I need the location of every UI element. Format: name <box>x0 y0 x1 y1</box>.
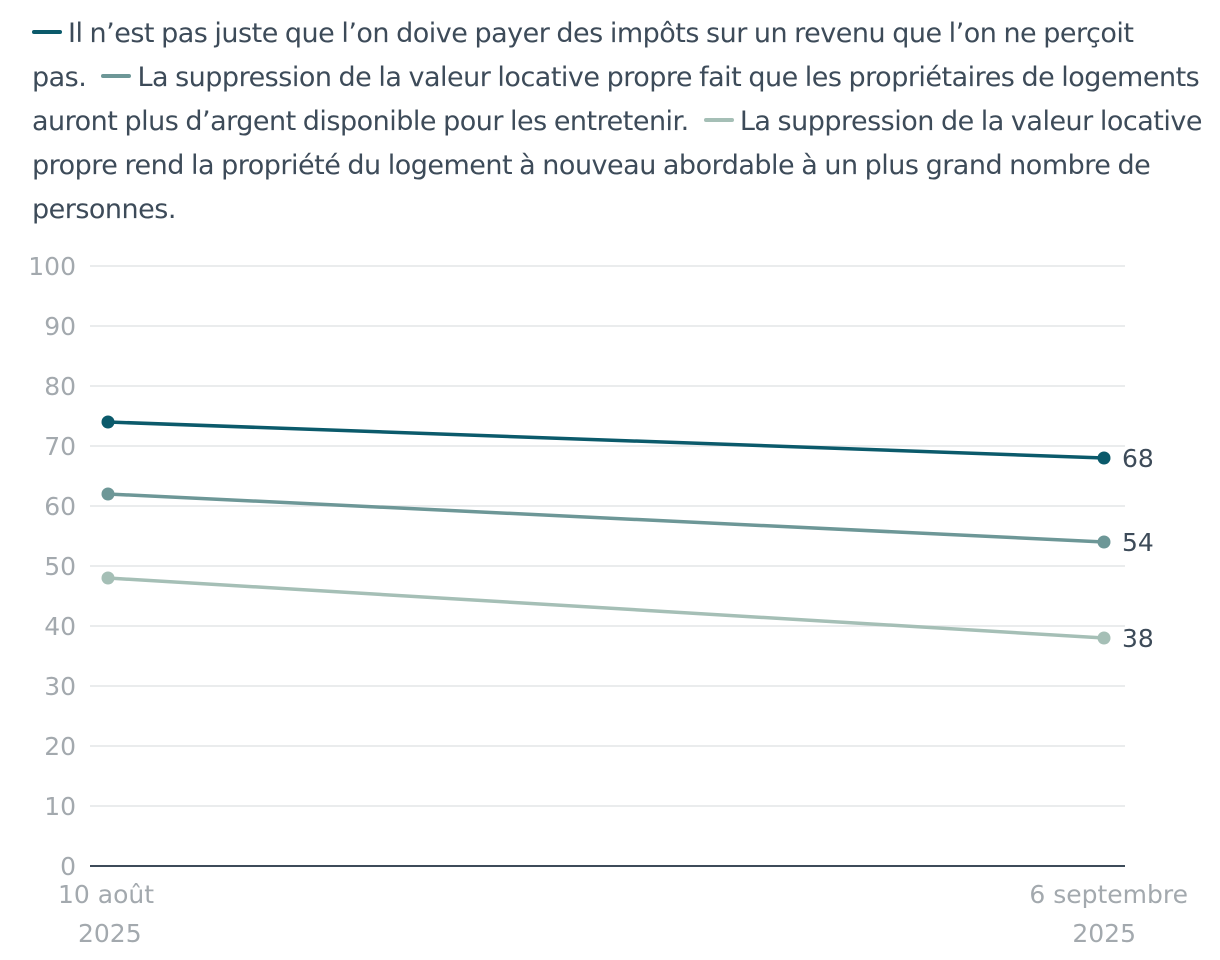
series-line-3 <box>107 576 1105 640</box>
y-tick-label: 70 <box>44 432 76 461</box>
y-tick-label: 90 <box>44 312 76 341</box>
series-line-2 <box>107 492 1105 544</box>
y-tick-label: 40 <box>44 612 76 641</box>
y-axis-ticks: 0 10 20 30 40 50 60 70 80 90 100 <box>28 252 76 881</box>
end-value-label-series-3: 38 <box>1122 624 1154 653</box>
y-tick-label: 50 <box>44 552 76 581</box>
y-tick-label: 100 <box>28 252 76 281</box>
legend-swatch-series-3 <box>703 117 734 122</box>
series-group: 68 54 38 <box>101 415 1154 653</box>
chart-legend: Il n’est pas juste que l’on doive payer … <box>32 12 1202 232</box>
y-tick-label: 10 <box>44 792 76 821</box>
y-tick-label: 60 <box>44 492 76 521</box>
data-point-series-1 <box>1097 451 1111 465</box>
x-axis-ticks: 10 août 2025 6 septembre 2025 <box>58 880 1188 948</box>
legend-swatch-series-1 <box>32 29 62 34</box>
y-tick-label: 0 <box>60 852 76 881</box>
legend-label-series-2: La suppression de la valeur locative pro… <box>32 62 1200 137</box>
x-tick-label-end-year: 2025 <box>1072 919 1136 948</box>
x-tick-label-end: 6 septembre <box>1029 880 1188 909</box>
data-point-series-1 <box>101 415 115 429</box>
end-value-label-series-2: 54 <box>1122 528 1154 557</box>
x-tick-label-start-year: 2025 <box>78 919 142 948</box>
data-point-series-2 <box>101 487 115 501</box>
legend-label-series-1: Il n’est pas juste que l’on doive payer … <box>32 18 1134 93</box>
legend-entry: La suppression de la valeur locative pro… <box>32 62 1200 137</box>
series-line-1 <box>107 420 1105 460</box>
y-tick-label: 30 <box>44 672 76 701</box>
data-point-series-2 <box>1097 535 1111 549</box>
end-value-label-series-1: 68 <box>1122 444 1154 473</box>
data-point-series-3 <box>101 571 115 585</box>
legend-label-series-3: La suppression de la valeur locative pro… <box>32 106 1202 225</box>
legend-entry: La suppression de la valeur locative pro… <box>32 106 1202 225</box>
y-tick-label: 80 <box>44 372 76 401</box>
gridlines <box>90 265 1125 807</box>
legend-swatch-series-2 <box>101 73 132 78</box>
data-point-series-3 <box>1097 631 1111 645</box>
y-tick-label: 20 <box>44 732 76 761</box>
x-tick-label-start: 10 août <box>58 880 154 909</box>
legend-entry: Il n’est pas juste que l’on doive payer … <box>32 18 1134 93</box>
